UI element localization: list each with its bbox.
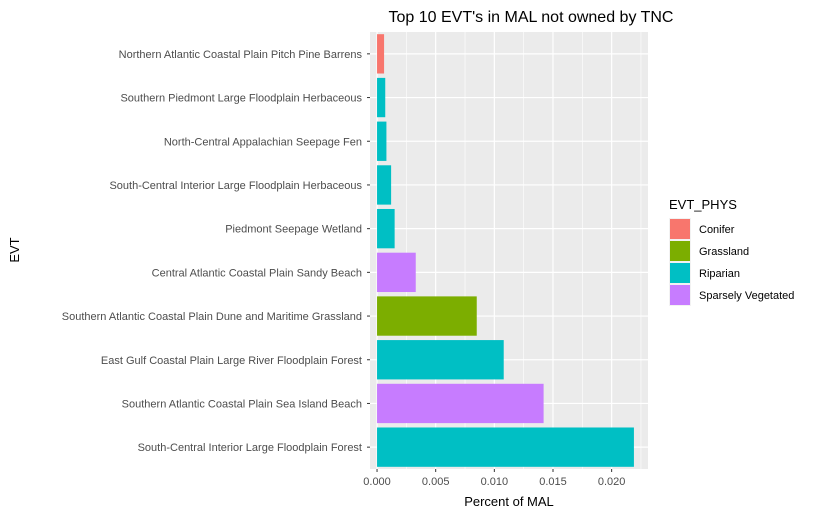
legend-key <box>670 219 690 239</box>
x-tick-label: 0.010 <box>481 476 509 488</box>
x-axis-title: Percent of MAL <box>464 494 554 509</box>
category-label: North-Central Appalachian Seepage Fen <box>164 136 362 148</box>
category-label: Piedmont Seepage Wetland <box>225 224 362 236</box>
bars <box>377 34 634 467</box>
legend: EVT_PHYS Conifer Grassland Riparian Sparsel… <box>669 197 794 306</box>
legend-label: Riparian <box>699 268 740 280</box>
legend-key <box>670 285 690 305</box>
bar <box>377 165 392 205</box>
bar <box>377 208 395 249</box>
legend-title: EVT_PHYS <box>669 197 737 212</box>
legend-label: Conifer <box>699 224 735 236</box>
category-label: Central Atlantic Coastal Plain Sandy Bea… <box>152 267 362 279</box>
category-label: South-Central Interior Large Floodplain … <box>138 442 362 454</box>
bar <box>377 296 477 336</box>
category-label: Southern Atlantic Coastal Plain Sea Isla… <box>122 398 362 410</box>
chart-title: Top 10 EVT's in MAL not owned by TNC <box>389 9 674 26</box>
bar <box>377 340 504 380</box>
bar <box>377 252 416 293</box>
bar <box>377 34 385 74</box>
x-tick-label: 0.020 <box>598 476 626 488</box>
bar <box>377 383 544 424</box>
legend-label: Grassland <box>699 246 749 258</box>
x-tick-label: 0.015 <box>539 476 567 488</box>
bar <box>377 77 386 118</box>
category-label: South-Central Interior Large Floodplain … <box>109 180 362 192</box>
bar <box>377 121 387 161</box>
y-axis-title: EVT <box>7 237 22 262</box>
legend-key <box>670 263 690 283</box>
category-label: Northern Atlantic Coastal Plain Pitch Pi… <box>119 49 363 61</box>
legend-key <box>670 241 690 261</box>
x-tick-label: 0.005 <box>422 476 450 488</box>
category-label: Southern Atlantic Coastal Plain Dune and… <box>62 311 362 323</box>
x-axis-ticks: 0.000 0.005 0.010 0.015 0.020 <box>363 469 625 488</box>
category-label: Southern Piedmont Large Floodplain Herba… <box>120 93 362 105</box>
bar <box>377 427 634 467</box>
category-label: East Gulf Coastal Plain Large River Floo… <box>101 355 362 367</box>
legend-entries: Conifer Grassland Riparian Sparsely Vegetat… <box>669 218 794 306</box>
legend-label: Sparsely Vegetated <box>699 290 794 302</box>
x-tick-label: 0.000 <box>363 476 391 488</box>
category-labels: Northern Atlantic Coastal Plain Pitch Pi… <box>62 49 370 454</box>
